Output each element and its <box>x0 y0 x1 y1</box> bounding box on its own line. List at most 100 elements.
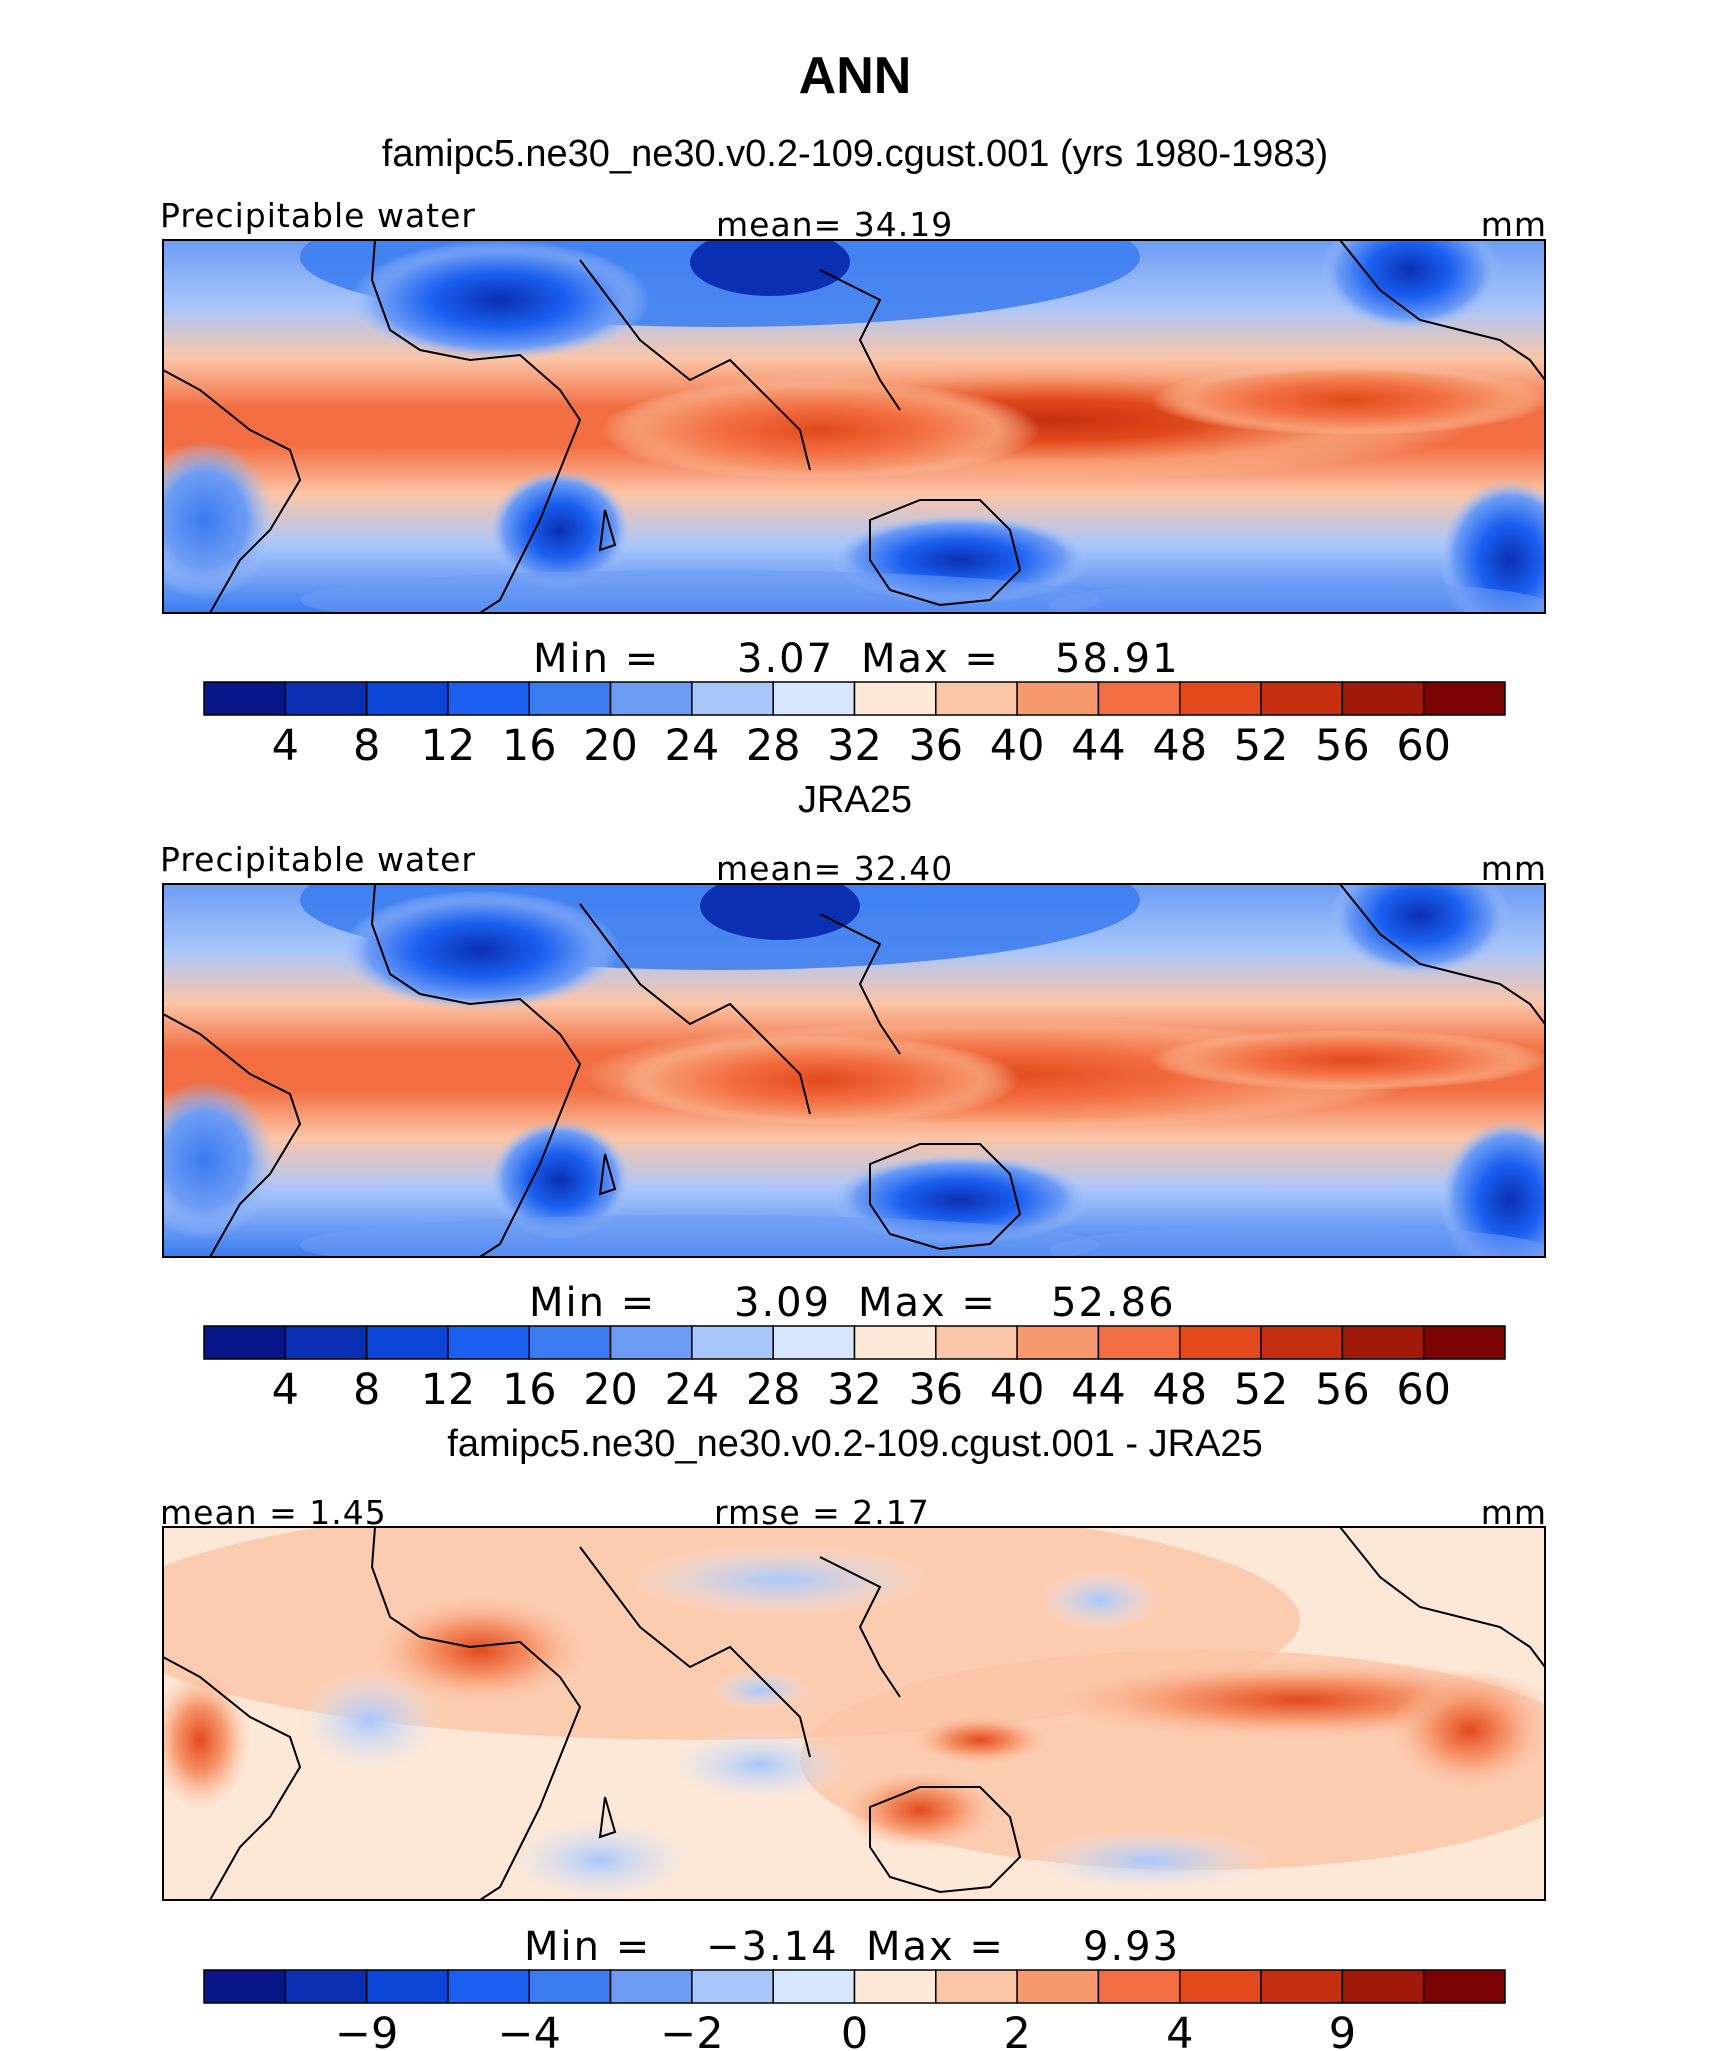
colorbar-tick-label: −9 <box>335 2009 398 2051</box>
panel-model-colorbar-ticks: 4 8 12 16 20 24 28 32 36 40 44 48 52 56 60 <box>272 721 1451 771</box>
panel-diff-max-label: Max = <box>866 1924 1005 1970</box>
colorbar-box <box>203 1325 287 1360</box>
colorbar-box <box>203 1969 287 2004</box>
panel-model-variable: Precipitable water <box>160 196 476 235</box>
panel-diff-rmse: rmse = 2.17 <box>714 1493 930 1532</box>
colorbar-tick-label: −2 <box>660 2009 723 2051</box>
colorbar-box <box>1260 681 1344 716</box>
colorbar-tick-label: 60 <box>1396 1365 1451 1415</box>
main-title: ANN <box>799 47 912 105</box>
colorbar-box <box>1341 1325 1425 1360</box>
colorbar-tick-label: 36 <box>908 1365 963 1415</box>
panel-model-frame <box>162 239 1546 614</box>
colorbar-tick-label: 44 <box>1071 721 1126 771</box>
colorbar-tick-label: 36 <box>908 721 963 771</box>
panel-obs-min-value: 3.09 <box>734 1280 831 1326</box>
colorbar-box <box>1422 1325 1506 1360</box>
colorbar-box <box>284 681 368 716</box>
colorbar-tick-label: −4 <box>498 2009 561 2051</box>
colorbar-tick-label: 28 <box>746 721 801 771</box>
colorbar-box <box>1097 681 1181 716</box>
panel-model-max-value: 58.91 <box>1055 636 1180 682</box>
colorbar-box <box>853 681 937 716</box>
panel-obs: JRA25 Precipitable water mean= 32.40 mm <box>160 779 1546 1415</box>
colorbar-box <box>365 1969 449 2004</box>
panel-diff-max-value: 9.93 <box>1083 1924 1180 1970</box>
panel-model-max-label: Max = <box>861 636 1000 682</box>
colorbar-tick-label: 8 <box>353 1365 380 1415</box>
colorbar-box <box>528 1969 612 2004</box>
colorbar-box <box>1422 1969 1506 2004</box>
colorbar-tick-label: 60 <box>1396 721 1451 771</box>
colorbar-box <box>853 1969 937 2004</box>
colorbar-box <box>1179 681 1262 716</box>
panel-diff-colorbar-ticks: −9 −4 −2 0 2 4 9 <box>335 2009 1356 2051</box>
colorbar-box <box>935 681 1018 716</box>
panel-diff-title: famipc5.ne30_ne30.v0.2-109.cgust.001 - J… <box>447 1423 1262 1465</box>
panel-diff-min-value: −3.14 <box>706 1924 839 1970</box>
colorbar-tick-label: 48 <box>1152 1365 1207 1415</box>
colorbar-box <box>853 1325 937 1360</box>
colorbar-tick-label: 4 <box>272 1365 299 1415</box>
colorbar-box <box>935 1325 1018 1360</box>
colorbar-box <box>1260 1969 1344 2004</box>
colorbar-tick-label: 40 <box>990 1365 1045 1415</box>
panel-diff-map <box>163 1527 1545 1900</box>
colorbar-box <box>1097 1325 1181 1360</box>
panel-diff: famipc5.ne30_ne30.v0.2-109.cgust.001 - J… <box>160 1423 1547 2051</box>
panel-obs-max-label: Max = <box>858 1280 997 1326</box>
colorbar-box <box>1260 1325 1344 1360</box>
panel-obs-min-label: Min = <box>529 1280 656 1326</box>
colorbar-box <box>1016 681 1100 716</box>
panel-obs-colorbar-ticks: 4 8 12 16 20 24 28 32 36 40 44 48 52 56 60 <box>272 1365 1451 1415</box>
colorbar-box <box>1341 1969 1425 2004</box>
colorbar-tick-label: 16 <box>502 721 557 771</box>
colorbar-box <box>935 1969 1018 2004</box>
colorbar-tick-label: 20 <box>583 721 638 771</box>
colorbar-box <box>447 1325 530 1360</box>
colorbar-tick-label: 9 <box>1329 2009 1356 2051</box>
panel-diff-min-label: Min = <box>524 1924 651 1970</box>
panel-model-min-label: Min = <box>533 636 660 682</box>
colorbar-box <box>365 1325 449 1360</box>
colorbar-box <box>1016 1969 1100 2004</box>
colorbar-tick-label: 32 <box>827 1365 882 1415</box>
colorbar-box <box>609 1969 693 2004</box>
panel-obs-colorbar <box>203 1325 1506 1360</box>
colorbar-tick-label: 56 <box>1315 1365 1370 1415</box>
panel-model-units: mm <box>1481 205 1547 244</box>
colorbar-box <box>1179 1325 1262 1360</box>
panel-obs-map <box>163 884 1545 1257</box>
panel-diff-coastlines <box>163 1527 1545 1900</box>
colorbar-tick-label: 8 <box>353 721 380 771</box>
colorbar-box <box>691 681 774 716</box>
panel-obs-coastlines <box>163 884 1545 1257</box>
colorbar-box <box>447 1969 530 2004</box>
panel-model-mean: mean= 34.19 <box>716 205 953 244</box>
panel-diff-frame <box>162 1526 1546 1901</box>
colorbar-box <box>609 1325 693 1360</box>
colorbar-box <box>365 681 449 716</box>
colorbar-tick-label: 12 <box>421 721 476 771</box>
colorbar-box <box>1016 1325 1100 1360</box>
panel-diff-units: mm <box>1481 1493 1547 1532</box>
colorbar-box <box>528 1325 612 1360</box>
colorbar-tick-label: 4 <box>272 721 299 771</box>
colorbar-box <box>447 681 530 716</box>
panel-obs-variable: Precipitable water <box>160 840 476 879</box>
colorbar-tick-label: 0 <box>841 2009 868 2051</box>
colorbar-tick-label: 2 <box>1003 2009 1030 2051</box>
colorbar-tick-label: 24 <box>665 1365 720 1415</box>
panel-model: famipc5.ne30_ne30.v0.2-109.cgust.001 (yr… <box>160 133 1547 771</box>
colorbar-box <box>609 681 693 716</box>
panel-model-colorbar <box>203 681 1506 716</box>
colorbar-tick-label: 56 <box>1315 721 1370 771</box>
colorbar-box <box>691 1325 774 1360</box>
panel-model-coastlines <box>163 240 1545 613</box>
panel-obs-mean: mean= 32.40 <box>716 849 953 888</box>
colorbar-box <box>284 1325 368 1360</box>
panel-diff-mean: mean = 1.45 <box>160 1493 387 1532</box>
colorbar-box <box>203 681 287 716</box>
colorbar-box <box>772 681 856 716</box>
colorbar-box <box>772 1325 856 1360</box>
